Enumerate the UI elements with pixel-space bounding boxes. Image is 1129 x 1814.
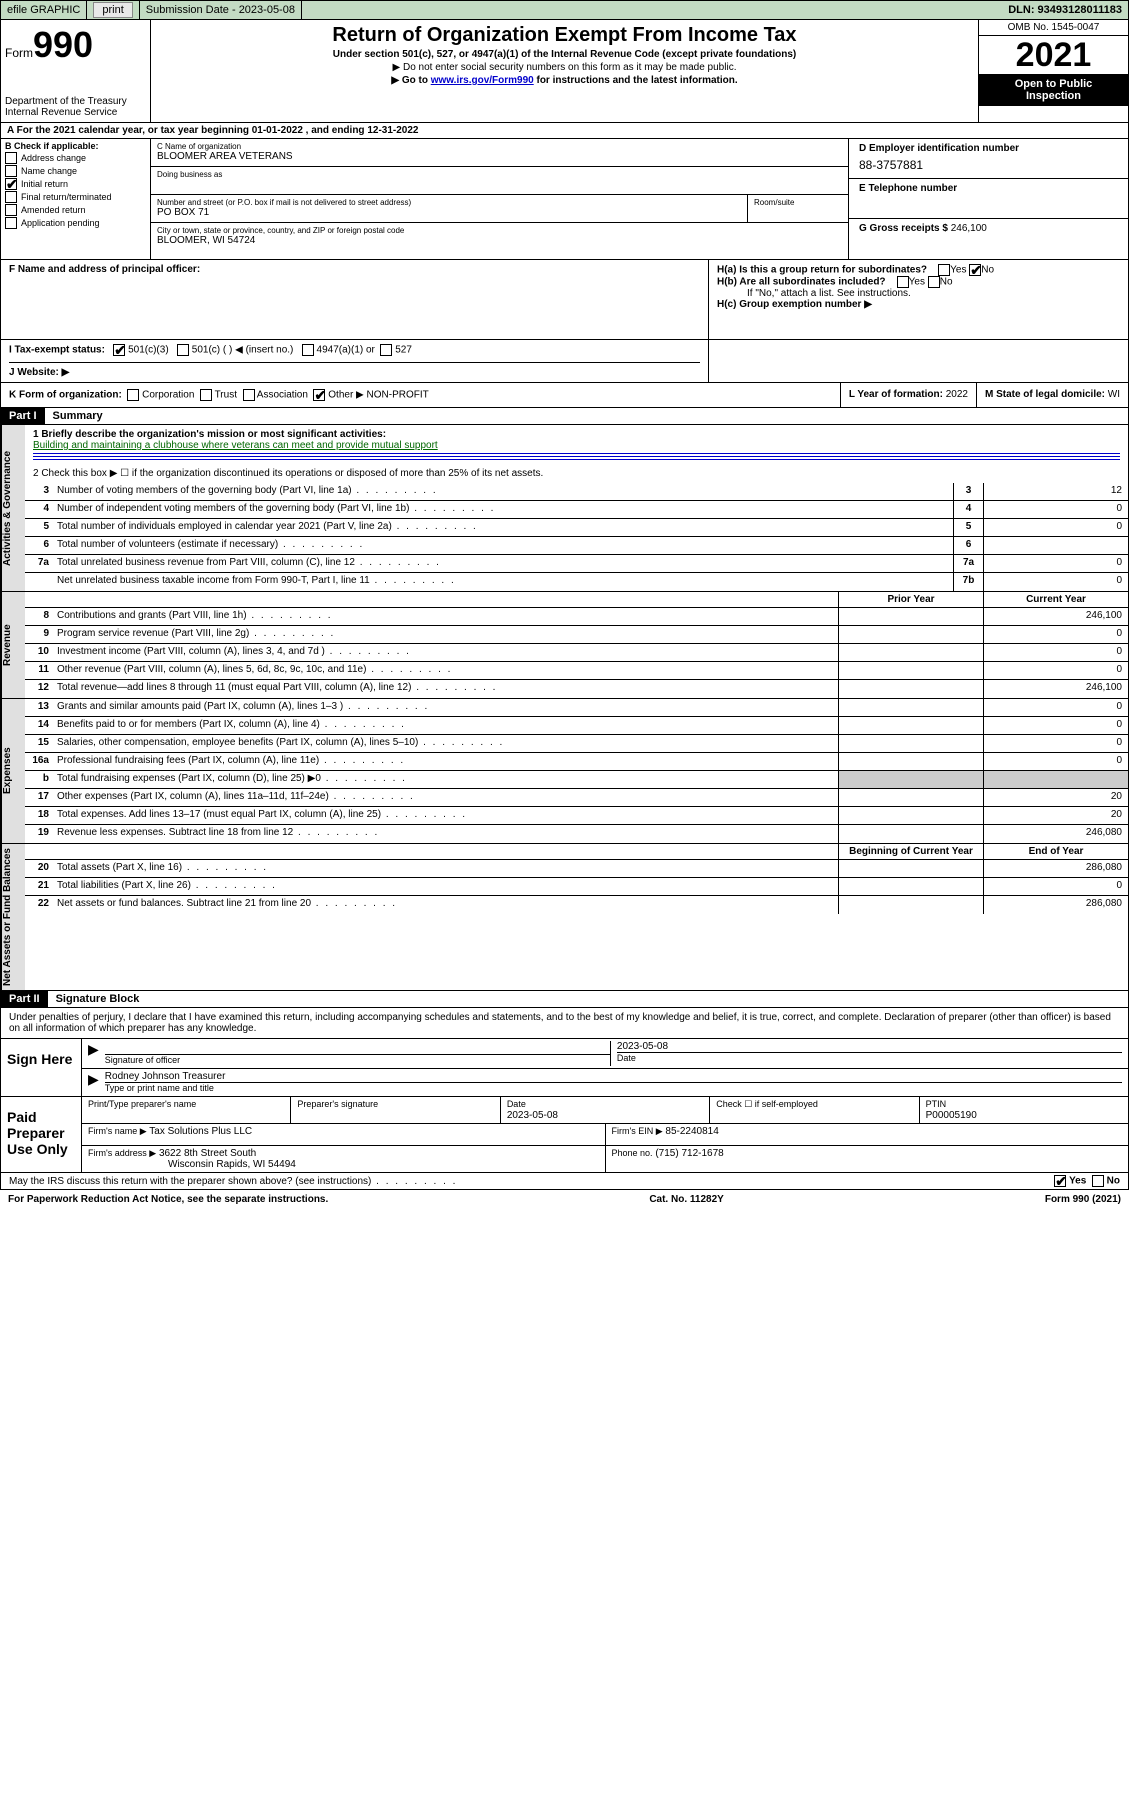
vtab-net-assets: Net Assets or Fund Balances [1, 844, 25, 990]
boxb-checkbox[interactable] [5, 178, 17, 190]
table-row: 22Net assets or fund balances. Subtract … [25, 896, 1128, 914]
dln: DLN: 93493128011183 [1002, 1, 1128, 19]
form-word: Form [5, 46, 33, 60]
table-row: 4Number of independent voting members of… [25, 501, 1128, 519]
expenses-section: Expenses 13Grants and similar amounts pa… [0, 699, 1129, 844]
table-row: 9Program service revenue (Part VIII, lin… [25, 626, 1128, 644]
table-row: 20Total assets (Part X, line 16)286,080 [25, 860, 1128, 878]
perjury-declaration: Under penalties of perjury, I declare th… [1, 1008, 1128, 1038]
table-row: 5Total number of individuals employed in… [25, 519, 1128, 537]
table-row: 14Benefits paid to or for members (Part … [25, 717, 1128, 735]
ha-no-checkbox[interactable] [969, 264, 981, 276]
mission-statement: Building and maintaining a clubhouse whe… [33, 440, 438, 451]
irs-label: Internal Revenue Service [5, 107, 146, 118]
firm-phone: (715) 712-1678 [655, 1148, 723, 1159]
table-row: 10Investment income (Part VIII, column (… [25, 644, 1128, 662]
topbar: efile GRAPHIC print Submission Date - 20… [0, 0, 1129, 20]
preparer-date: 2023-05-08 [507, 1110, 558, 1121]
table-row: 13Grants and similar amounts paid (Part … [25, 699, 1128, 717]
table-row: 19Revenue less expenses. Subtract line 1… [25, 825, 1128, 843]
org-name: BLOOMER AREA VETERANS [157, 151, 293, 162]
sign-here-label: Sign Here [1, 1039, 81, 1096]
address: PO BOX 71 [157, 207, 209, 218]
row-i-j: I Tax-exempt status: 501(c)(3) 501(c) ( … [0, 340, 1129, 383]
signature-block: Under penalties of perjury, I declare th… [0, 1008, 1129, 1173]
year-formation: 2022 [946, 389, 968, 400]
irs-link[interactable]: www.irs.gov/Form990 [431, 75, 534, 86]
dept-treasury: Department of the Treasury [5, 96, 146, 107]
501c-checkbox[interactable] [177, 344, 189, 356]
city-state-zip: BLOOMER, WI 54724 [157, 235, 255, 246]
revenue-section: Revenue Prior YearCurrent Year 8Contribu… [0, 592, 1129, 699]
firm-name: Tax Solutions Plus LLC [149, 1126, 252, 1137]
table-row: 6Total number of volunteers (estimate if… [25, 537, 1128, 555]
boxb-checkbox[interactable] [5, 152, 17, 164]
gross-receipts: 246,100 [951, 223, 987, 234]
other-value: NON-PROFIT [367, 390, 429, 401]
corp-checkbox[interactable] [127, 389, 139, 401]
form-subtitle: Under section 501(c), 527, or 4947(a)(1)… [155, 49, 974, 60]
table-row: 12Total revenue—add lines 8 through 11 (… [25, 680, 1128, 698]
section-b-c-d: B Check if applicable: Address changeNam… [0, 139, 1129, 260]
table-row: 3Number of voting members of the governi… [25, 483, 1128, 501]
table-row: 8Contributions and grants (Part VIII, li… [25, 608, 1128, 626]
irs-no-checkbox[interactable] [1092, 1175, 1104, 1187]
table-row: Net unrelated business taxable income fr… [25, 573, 1128, 591]
boxb-checkbox[interactable] [5, 217, 17, 229]
vtab-governance: Activities & Governance [1, 425, 25, 591]
table-row: 15Salaries, other compensation, employee… [25, 735, 1128, 753]
ssn-note: ▶ Do not enter social security numbers o… [155, 62, 974, 73]
submission-date: Submission Date - 2023-05-08 [140, 1, 302, 19]
527-checkbox[interactable] [380, 344, 392, 356]
4947-checkbox[interactable] [302, 344, 314, 356]
501c3-checkbox[interactable] [113, 344, 125, 356]
form-header: Form990 Department of the Treasury Inter… [0, 20, 1129, 123]
ha-yes-checkbox[interactable] [938, 264, 950, 276]
box-b-title: B Check if applicable: [5, 141, 99, 151]
efile-label: efile GRAPHIC [1, 1, 87, 19]
paid-preparer-label: Paid Preparer Use Only [1, 1097, 81, 1172]
boxb-checkbox[interactable] [5, 204, 17, 216]
omb-number: OMB No. 1545-0047 [979, 20, 1128, 36]
vtab-revenue: Revenue [1, 592, 25, 698]
table-row: 11Other revenue (Part VIII, column (A), … [25, 662, 1128, 680]
table-row: 16aProfessional fundraising fees (Part I… [25, 753, 1128, 771]
part-i-header: Part I [1, 408, 45, 424]
ptin: P00005190 [926, 1110, 977, 1121]
irs-discuss-question: May the IRS discuss this return with the… [0, 1173, 1129, 1190]
row-a-tax-year: A For the 2021 calendar year, or tax yea… [0, 123, 1129, 139]
table-row: bTotal fundraising expenses (Part IX, co… [25, 771, 1128, 789]
boxb-checkbox[interactable] [5, 191, 17, 203]
net-assets-section: Net Assets or Fund Balances Beginning of… [0, 844, 1129, 991]
ein: 88-3757881 [859, 158, 1118, 172]
irs-yes-checkbox[interactable] [1054, 1175, 1066, 1187]
form-title: Return of Organization Exempt From Incom… [155, 24, 974, 47]
table-row: 7aTotal unrelated business revenue from … [25, 555, 1128, 573]
assoc-checkbox[interactable] [243, 389, 255, 401]
firm-ein: 85-2240814 [665, 1126, 718, 1137]
print-button[interactable]: print [93, 2, 132, 18]
table-row: 17Other expenses (Part IX, column (A), l… [25, 789, 1128, 807]
state-domicile: WI [1108, 389, 1120, 400]
row-k-l-m: K Form of organization: Corporation Trus… [0, 383, 1129, 408]
hb-no-checkbox[interactable] [928, 276, 940, 288]
row-f-h: F Name and address of principal officer:… [0, 260, 1129, 340]
firm-address: 3622 8th Street South [159, 1148, 256, 1159]
part-ii-header: Part II [1, 991, 48, 1007]
table-row: 18Total expenses. Add lines 13–17 (must … [25, 807, 1128, 825]
vtab-expenses: Expenses [1, 699, 25, 843]
table-row: 21Total liabilities (Part X, line 26)0 [25, 878, 1128, 896]
hb-yes-checkbox[interactable] [897, 276, 909, 288]
other-checkbox[interactable] [313, 389, 325, 401]
tax-year: 2021 [979, 36, 1128, 74]
activities-governance-section: Activities & Governance 1 Briefly descri… [0, 425, 1129, 592]
page-footer: For Paperwork Reduction Act Notice, see … [0, 1190, 1129, 1209]
officer-name: Rodney Johnson Treasurer [105, 1071, 226, 1082]
form-number: 990 [33, 24, 93, 65]
trust-checkbox[interactable] [200, 389, 212, 401]
sig-date: 2023-05-08 [617, 1041, 668, 1052]
